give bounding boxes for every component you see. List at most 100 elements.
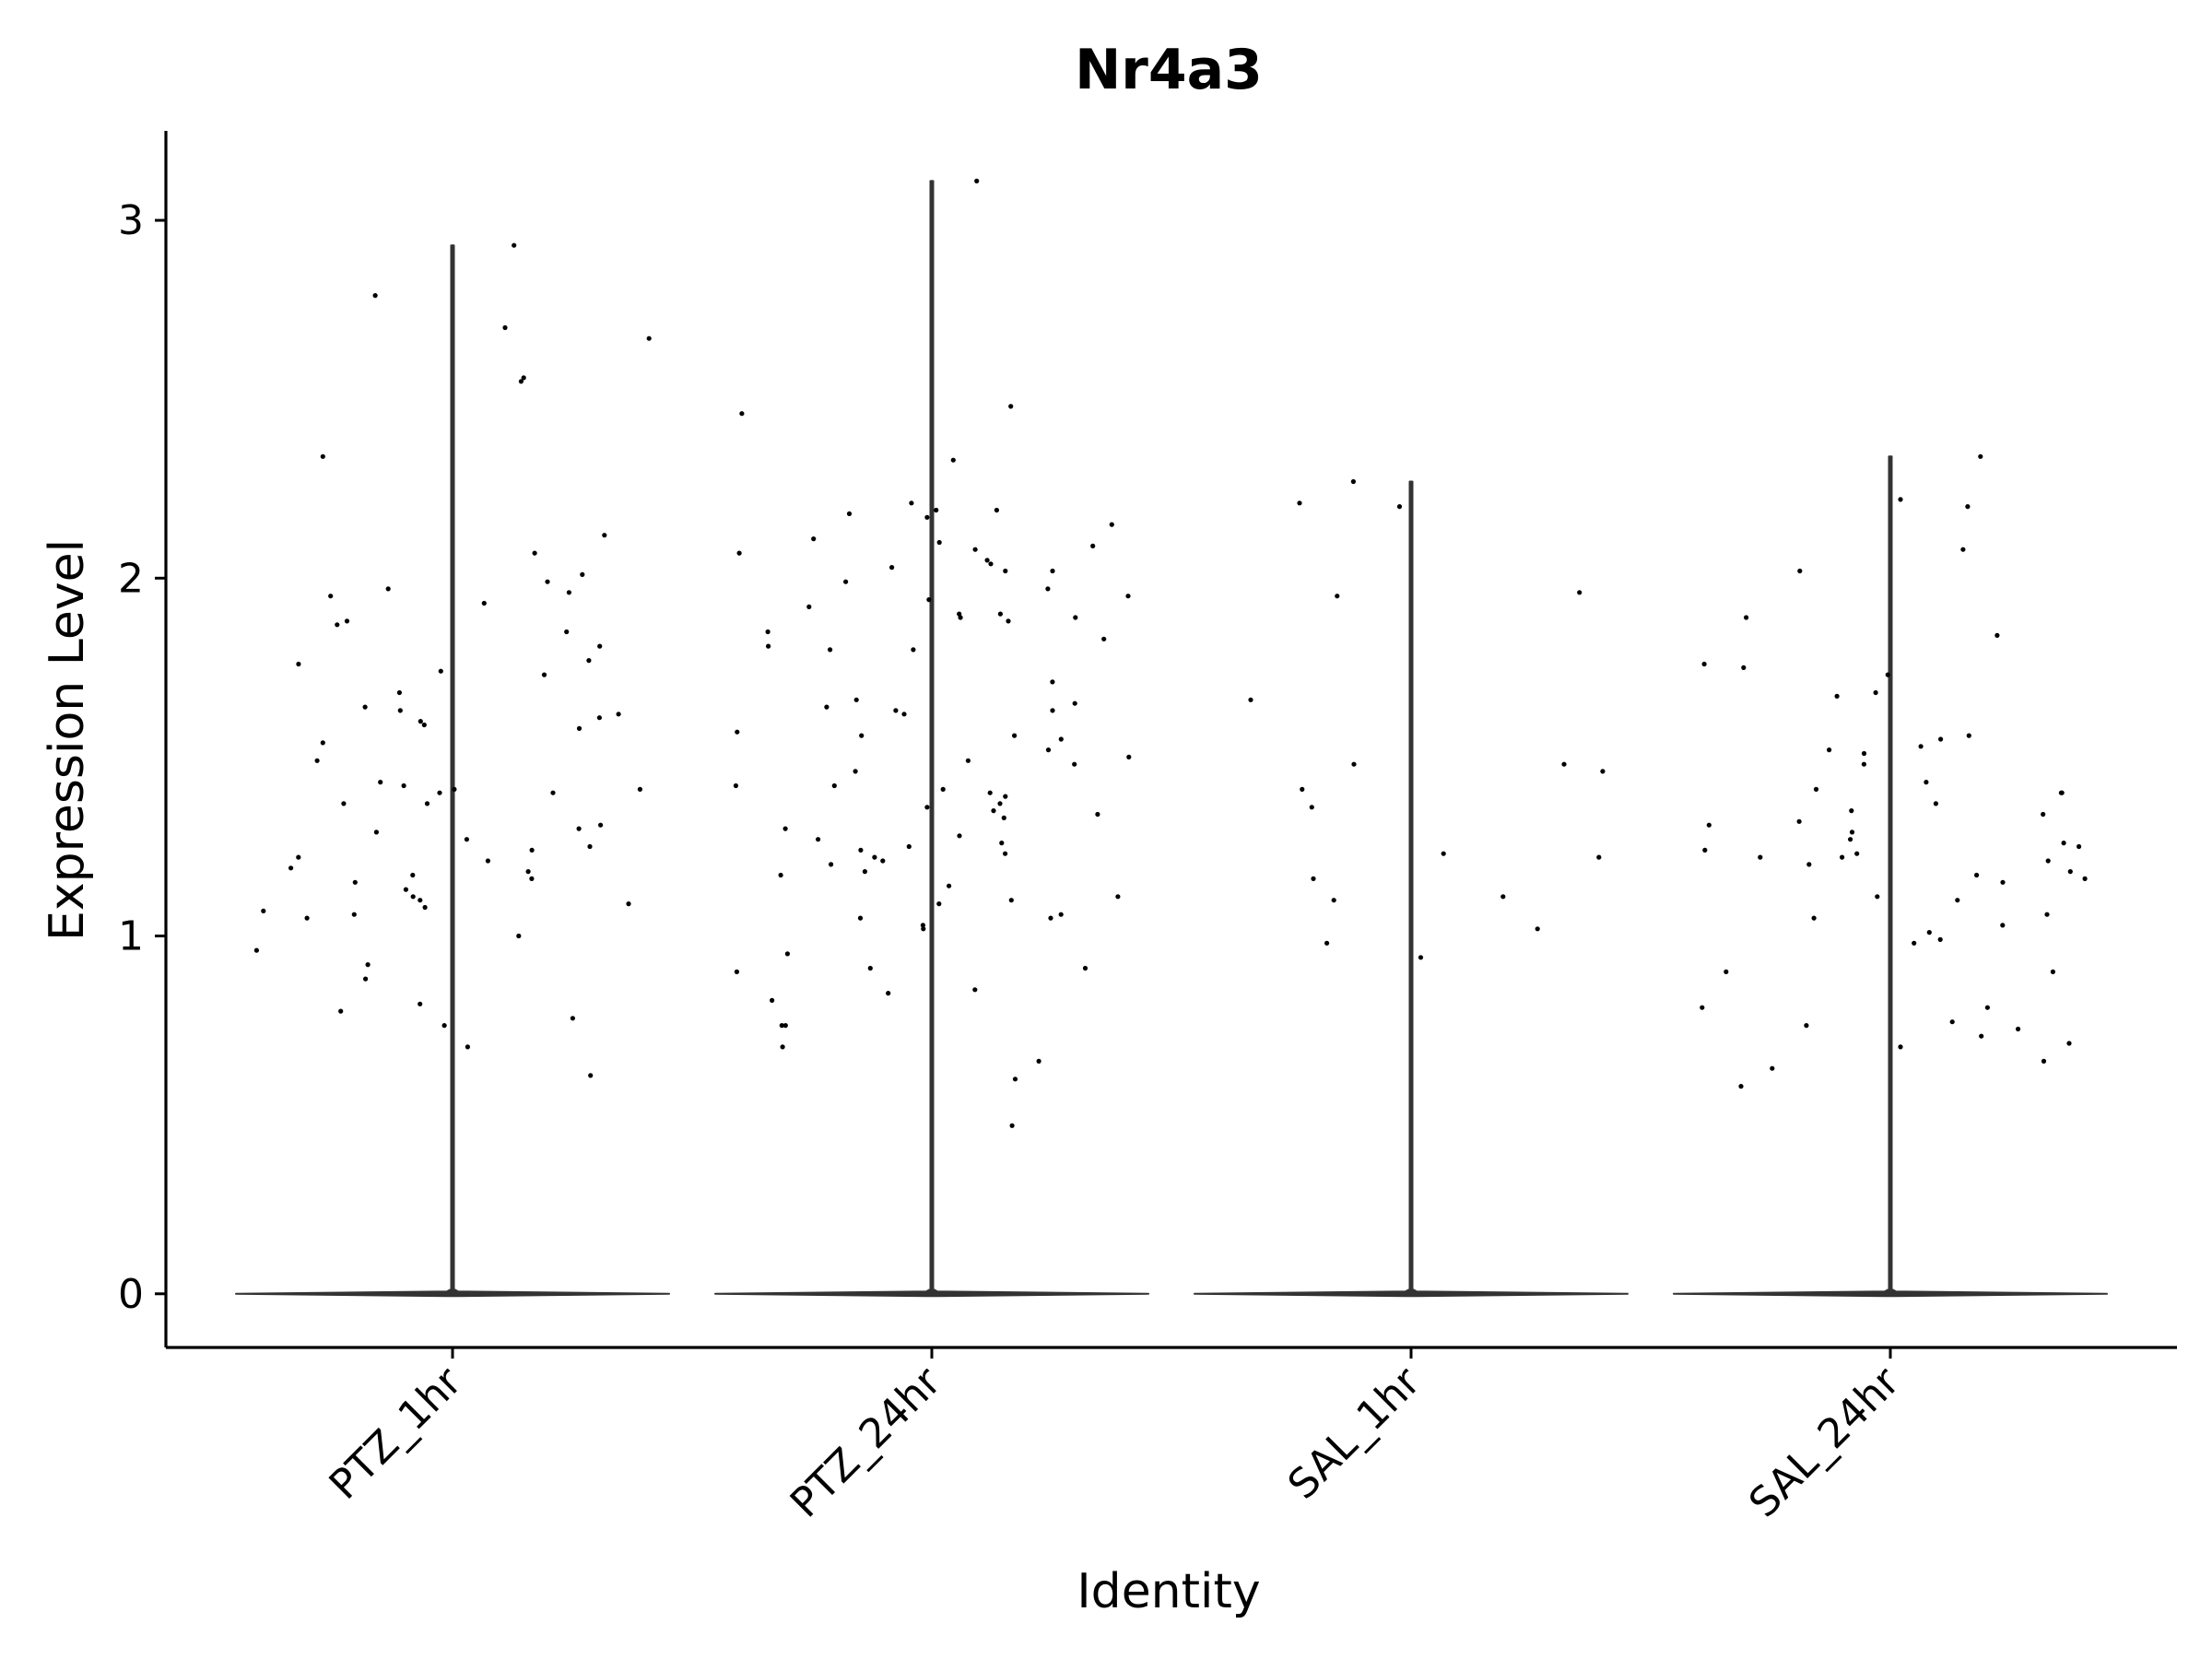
point-sal-24hr — [2061, 841, 2066, 846]
point-ptz-1hr — [410, 894, 416, 900]
y-axis-label: Expression Level — [40, 539, 95, 941]
point-sal-1hr — [1418, 955, 1424, 960]
point-sal-24hr — [2016, 1026, 2021, 1032]
point-sal-24hr — [1873, 689, 1878, 696]
point-sal-24hr — [2067, 869, 2073, 875]
point-ptz-1hr — [401, 782, 406, 789]
point-ptz-1hr — [550, 790, 556, 795]
point-ptz-24hr — [843, 579, 849, 584]
point-sal-1hr — [1600, 769, 1606, 774]
point-ptz-24hr — [778, 872, 783, 878]
point-ptz-24hr — [1109, 522, 1114, 527]
point-sal-24hr — [1770, 1065, 1775, 1071]
point-sal-24hr — [2082, 876, 2088, 882]
point-ptz-24hr — [1058, 736, 1064, 742]
point-sal-1hr — [1331, 898, 1336, 903]
x-ticks: PTZ_1hr PTZ_24hr SAL_1hr SAL_24hr — [321, 1347, 1909, 1527]
point-sal-24hr — [2077, 843, 2082, 850]
point-sal-24hr — [1965, 504, 1971, 510]
point-ptz-24hr — [972, 987, 978, 993]
point-sal-24hr — [1978, 453, 1983, 459]
point-ptz-1hr — [529, 876, 535, 882]
point-sal-24hr — [2058, 790, 2064, 795]
point-ptz-1hr — [418, 719, 423, 724]
x-tick-label-sal-1hr: SAL_1hr — [1279, 1358, 1430, 1509]
chart-title: Nr4a3 — [1075, 38, 1263, 102]
point-sal-24hr — [1979, 1033, 1984, 1039]
point-ptz-1hr — [365, 962, 371, 968]
point-ptz-1hr — [418, 898, 423, 903]
violin-ptz-24hr — [714, 180, 1149, 1298]
point-ptz-24hr — [1006, 618, 1011, 624]
point-ptz-24hr — [926, 597, 932, 603]
point-sal-1hr — [1335, 594, 1340, 599]
point-ptz-1hr — [485, 858, 491, 864]
point-ptz-24hr — [853, 697, 859, 702]
point-ptz-1hr — [396, 689, 402, 696]
point-sal-24hr — [1849, 808, 1854, 814]
point-ptz-1hr — [441, 1023, 447, 1029]
point-ptz-24hr — [1101, 636, 1107, 641]
point-ptz-1hr — [597, 643, 603, 649]
point-ptz-1hr — [598, 822, 604, 828]
point-ptz-24hr — [924, 805, 930, 810]
point-ptz-24hr — [987, 790, 993, 795]
point-ptz-24hr — [829, 862, 834, 867]
x-tick-label-ptz-24hr: PTZ_24hr — [782, 1358, 950, 1526]
violin-sal-24hr — [1673, 455, 2108, 1298]
point-ptz-24hr — [936, 901, 942, 907]
point-ptz-24hr — [780, 1044, 785, 1050]
violins — [235, 180, 2108, 1298]
point-sal-24hr — [1994, 632, 2000, 639]
point-ptz-24hr — [1090, 543, 1096, 549]
point-ptz-1hr — [464, 837, 469, 842]
point-sal-24hr — [1796, 818, 1802, 824]
point-ptz-1hr — [518, 379, 524, 384]
point-ptz-1hr — [516, 933, 522, 939]
point-ptz-24hr — [858, 847, 864, 853]
point-ptz-1hr — [545, 579, 550, 584]
point-ptz-24hr — [994, 507, 999, 513]
point-ptz-24hr — [867, 965, 873, 971]
point-sal-24hr — [1984, 1005, 1990, 1010]
point-sal-1hr — [1300, 786, 1305, 793]
point-ptz-24hr — [1072, 700, 1077, 706]
point-ptz-24hr — [1045, 747, 1052, 753]
x-tick-label-sal-24hr: SAL_24hr — [1740, 1358, 1909, 1526]
point-ptz-24hr — [999, 841, 1005, 846]
point-ptz-24hr — [965, 758, 971, 763]
point-sal-1hr — [1596, 854, 1602, 860]
point-ptz-24hr — [1050, 708, 1055, 713]
point-sal-24hr — [1700, 1005, 1705, 1010]
point-ptz-24hr — [1008, 404, 1014, 409]
point-sal-24hr — [1966, 733, 1971, 738]
point-ptz-24hr — [1003, 851, 1008, 856]
y-tick-label: 0 — [118, 1271, 144, 1318]
point-ptz-1hr — [341, 801, 347, 806]
point-sal-24hr — [1926, 930, 1932, 935]
point-ptz-1hr — [626, 901, 631, 907]
point-ptz-24hr — [1009, 1123, 1015, 1128]
point-ptz-24hr — [950, 457, 956, 463]
point-ptz-24hr — [733, 782, 739, 789]
point-ptz-24hr — [824, 704, 830, 710]
point-ptz-24hr — [1045, 586, 1051, 592]
point-sal-24hr — [1854, 851, 1860, 856]
point-ptz-24hr — [997, 801, 1003, 806]
point-ptz-24hr — [735, 729, 740, 735]
point-sal-24hr — [1741, 665, 1747, 671]
point-ptz-1hr — [646, 335, 652, 341]
point-ptz-1hr — [587, 843, 593, 850]
point-ptz-1hr — [465, 1044, 470, 1050]
point-ptz-1hr — [424, 801, 430, 806]
point-ptz-24hr — [1050, 568, 1055, 574]
point-ptz-1hr — [525, 869, 531, 875]
axes — [164, 131, 2177, 1349]
point-ptz-1hr — [437, 790, 442, 795]
point-ptz-24hr — [940, 786, 946, 793]
violin-ptz-1hr — [235, 244, 670, 1298]
point-sal-24hr — [2044, 912, 2050, 917]
point-ptz-24hr — [974, 178, 980, 183]
point-ptz-1hr — [532, 550, 537, 556]
point-ptz-1hr — [320, 453, 325, 459]
